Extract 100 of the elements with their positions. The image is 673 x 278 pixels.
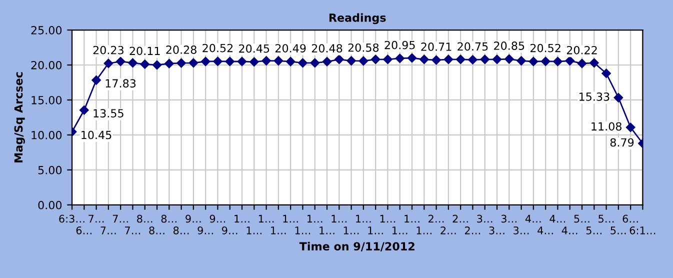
data-label: 20.48 xyxy=(312,44,342,53)
data-label: 20.52 xyxy=(202,44,233,52)
x-tick-label: 4… xyxy=(525,214,541,223)
data-label: 20.85 xyxy=(494,42,524,50)
x-axis-title: Time on 9/11/2012 xyxy=(299,242,414,252)
data-label: 20.71 xyxy=(421,42,452,51)
point xyxy=(492,54,502,64)
x-tick-label: 1… xyxy=(404,214,420,223)
x-tick-label: 1… xyxy=(356,214,371,223)
x-tick-label: 9… xyxy=(198,226,213,234)
x-tick-label: 6… xyxy=(76,226,92,234)
data-label: 20.75 xyxy=(458,42,488,51)
point xyxy=(152,60,162,70)
data-label: 20.28 xyxy=(166,46,196,54)
point xyxy=(250,57,259,66)
point xyxy=(370,54,380,64)
x-tick-label: 6:1… xyxy=(630,226,656,234)
x-tick-label: 3… xyxy=(477,214,492,223)
point xyxy=(128,58,138,68)
x-tick-label: 1… xyxy=(320,226,334,234)
x-tick-label: 1… xyxy=(283,214,298,223)
x-tick-label: 1… xyxy=(258,214,274,223)
point xyxy=(590,58,599,68)
x-tick-label: 1… xyxy=(295,226,310,234)
x-tick-label: 7… xyxy=(125,226,140,234)
x-tick-label: 2… xyxy=(452,214,468,223)
x-tick-label: 7… xyxy=(100,226,116,234)
x-tick-label: 8… xyxy=(137,214,152,223)
point xyxy=(104,58,114,68)
data-label: 11.08 xyxy=(592,122,622,131)
x-tick-label: 5… xyxy=(598,214,614,223)
point xyxy=(80,105,89,115)
x-tick-label: 5… xyxy=(574,214,590,223)
data-label: 20.49 xyxy=(275,44,306,52)
point xyxy=(444,54,454,64)
x-tick-label: 1… xyxy=(246,226,262,234)
point xyxy=(164,58,174,68)
point xyxy=(626,122,636,132)
point xyxy=(334,54,344,64)
point xyxy=(200,56,210,66)
y-tick-label: 25.00 xyxy=(31,26,62,34)
data-label: 17.83 xyxy=(106,79,136,88)
point xyxy=(176,58,186,68)
x-tick-label: 1… xyxy=(234,214,250,223)
x-tick-label: 4… xyxy=(538,226,553,234)
data-label: 20.52 xyxy=(530,44,560,52)
point xyxy=(298,58,308,68)
point xyxy=(92,76,101,85)
point xyxy=(140,60,150,69)
point xyxy=(577,58,587,68)
point xyxy=(504,54,514,64)
x-tick-label: 1… xyxy=(271,226,286,234)
point xyxy=(395,54,404,63)
y-tick-label: 10.00 xyxy=(32,130,62,140)
data-label: 20.45 xyxy=(239,44,270,53)
x-tick-label: 4… xyxy=(562,226,578,234)
data-label: 10.45 xyxy=(82,130,112,140)
point xyxy=(383,54,392,64)
data-label: 15.33 xyxy=(580,92,610,101)
data-label: 20.22 xyxy=(566,46,597,54)
point xyxy=(602,68,611,78)
data-label: 20.95 xyxy=(384,40,415,50)
point xyxy=(262,56,271,66)
y-tick-label: 15.00 xyxy=(32,96,62,104)
x-tick-label: 1… xyxy=(344,226,359,234)
x-tick-label: 9… xyxy=(222,226,238,234)
point xyxy=(614,93,624,102)
chart-title: Readings xyxy=(329,13,386,24)
x-tick-label: 3… xyxy=(501,214,516,223)
x-tick-label: 1… xyxy=(416,226,432,234)
x-tick-label: 6… xyxy=(622,214,638,223)
data-label: 13.55 xyxy=(94,109,124,118)
point xyxy=(407,53,417,63)
x-tick-label: 1… xyxy=(307,214,322,223)
x-tick-label: 1… xyxy=(332,214,346,223)
point xyxy=(310,58,320,68)
point xyxy=(286,56,296,66)
x-tick-label: 2… xyxy=(464,226,480,234)
x-tick-label: 5… xyxy=(610,226,626,234)
x-tick-label: 5… xyxy=(586,226,602,234)
point xyxy=(432,55,441,65)
x-tick-label: 9… xyxy=(186,214,201,223)
x-tick-label: 9… xyxy=(210,214,226,223)
x-tick-label: 3… xyxy=(489,226,504,234)
x-tick-label: 1… xyxy=(380,214,396,223)
point xyxy=(456,54,466,64)
point xyxy=(420,54,429,64)
x-tick-label: 8… xyxy=(149,226,164,234)
x-tick-label: 1… xyxy=(392,226,408,234)
x-tick-label: 2… xyxy=(440,226,456,234)
data-label: 8.79 xyxy=(610,138,634,147)
x-tick-label: 1… xyxy=(368,226,383,234)
y-tick-label: 20.00 xyxy=(31,60,62,70)
y-axis-title: Mag/Sq Arcsec xyxy=(14,72,25,162)
point xyxy=(528,56,538,66)
x-tick-label: 7… xyxy=(88,214,104,223)
point xyxy=(553,56,562,66)
x-tick-label: 3… xyxy=(514,226,529,234)
point xyxy=(274,56,284,66)
point xyxy=(516,56,526,66)
